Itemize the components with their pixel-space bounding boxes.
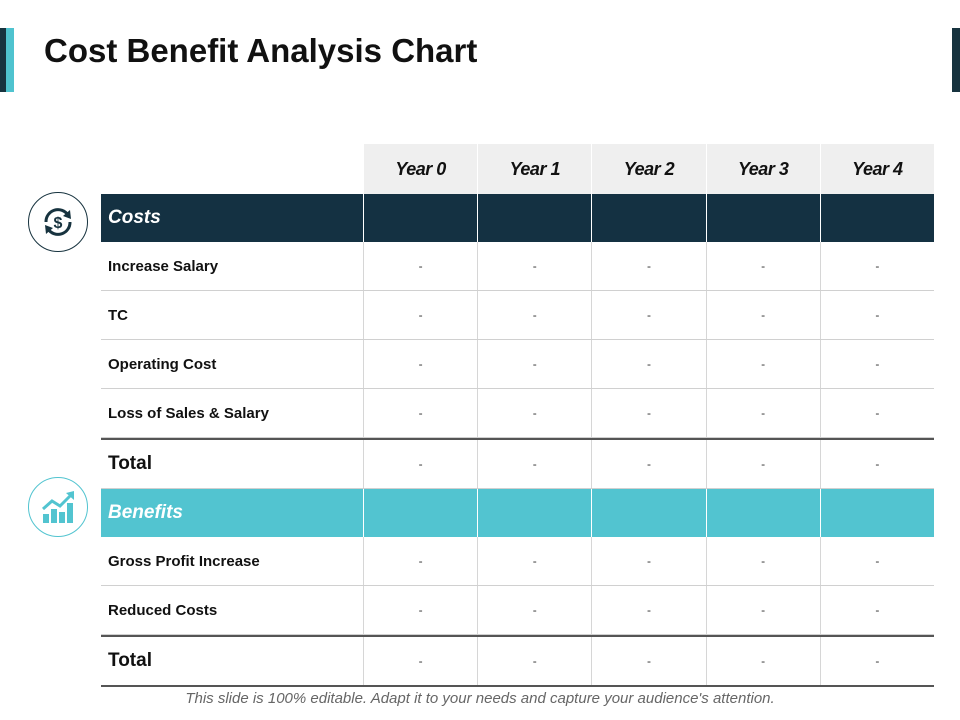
- cell-value: -: [819, 537, 934, 585]
- cost-benefit-table: Year 0 Year 1 Year 2 Year 3 Year 4 Costs…: [101, 144, 934, 687]
- svg-text:$: $: [54, 215, 63, 232]
- cell-value: -: [363, 537, 477, 585]
- cell-value: -: [363, 637, 477, 685]
- table-row: Gross Profit Increase - - - - -: [101, 537, 934, 586]
- column-header: Year 1: [477, 144, 592, 194]
- cell-value: -: [591, 637, 705, 685]
- cell-value: -: [819, 440, 934, 488]
- table-header-row: Year 0 Year 1 Year 2 Year 3 Year 4: [101, 144, 934, 194]
- cell-value: -: [819, 586, 934, 634]
- cell-value: -: [705, 440, 820, 488]
- cell-value: -: [819, 291, 934, 339]
- cell-value: -: [591, 340, 705, 388]
- footer-note: This slide is 100% editable. Adapt it to…: [185, 690, 775, 707]
- cell-value: -: [477, 537, 591, 585]
- table-row: Increase Salary - - - - -: [101, 242, 934, 291]
- cell-value: -: [705, 389, 820, 437]
- section-label: Costs: [108, 207, 161, 228]
- cell-value: -: [591, 586, 705, 634]
- cell-value: -: [591, 389, 705, 437]
- slide-title: Cost Benefit Analysis Chart: [44, 32, 478, 69]
- cell-value: -: [477, 242, 591, 290]
- cell-value: -: [705, 586, 820, 634]
- cell-value: -: [819, 242, 934, 290]
- cell-value: -: [705, 637, 820, 685]
- row-label: Loss of Sales & Salary: [108, 404, 269, 422]
- table-row: Operating Cost - - - - -: [101, 340, 934, 389]
- column-header: Year 0: [363, 144, 478, 194]
- growth-chart-icon: [28, 477, 88, 537]
- total-label: Total: [108, 453, 152, 474]
- header-spacer: [101, 144, 363, 194]
- cell-value: -: [819, 637, 934, 685]
- cell-value: -: [705, 242, 820, 290]
- cell-value: -: [363, 586, 477, 634]
- costs-section-header: Costs: [101, 194, 934, 242]
- cell-value: -: [819, 389, 934, 437]
- cell-value: -: [591, 242, 705, 290]
- cell-value: -: [363, 291, 477, 339]
- cell-value: -: [363, 440, 477, 488]
- row-label: Increase Salary: [108, 257, 219, 275]
- column-header: Year 3: [705, 144, 820, 194]
- left-accent-bar: [0, 28, 14, 92]
- total-label: Total: [108, 650, 152, 671]
- cell-value: -: [477, 586, 591, 634]
- column-header: Year 2: [591, 144, 706, 194]
- cell-value: -: [819, 340, 934, 388]
- cell-value: -: [477, 637, 591, 685]
- dollar-refresh-icon: $: [28, 192, 88, 252]
- cell-value: -: [705, 340, 820, 388]
- costs-total-row: Total - - - - -: [101, 438, 934, 489]
- cell-value: -: [477, 340, 591, 388]
- table-row: Loss of Sales & Salary - - - - -: [101, 389, 934, 438]
- benefits-section-header: Benefits: [101, 489, 934, 537]
- table-row: Reduced Costs - - - - -: [101, 586, 934, 635]
- cell-value: -: [477, 440, 591, 488]
- row-label: TC: [108, 306, 128, 324]
- cell-value: -: [591, 537, 705, 585]
- row-label: Gross Profit Increase: [108, 552, 260, 570]
- cell-value: -: [363, 389, 477, 437]
- left-accent-stripe: [6, 28, 14, 92]
- cell-value: -: [591, 291, 705, 339]
- row-label: Reduced Costs: [108, 601, 218, 619]
- cell-value: -: [477, 291, 591, 339]
- section-label: Benefits: [108, 502, 183, 523]
- right-accent-bar: [952, 28, 960, 92]
- cell-value: -: [363, 242, 477, 290]
- row-label: Operating Cost: [108, 355, 217, 373]
- benefits-total-row: Total - - - - -: [101, 635, 934, 687]
- cell-value: -: [705, 291, 820, 339]
- cell-value: -: [705, 537, 820, 585]
- cell-value: -: [363, 340, 477, 388]
- cell-value: -: [591, 440, 705, 488]
- column-header: Year 4: [819, 144, 934, 194]
- cell-value: -: [477, 389, 591, 437]
- table-row: TC - - - - -: [101, 291, 934, 340]
